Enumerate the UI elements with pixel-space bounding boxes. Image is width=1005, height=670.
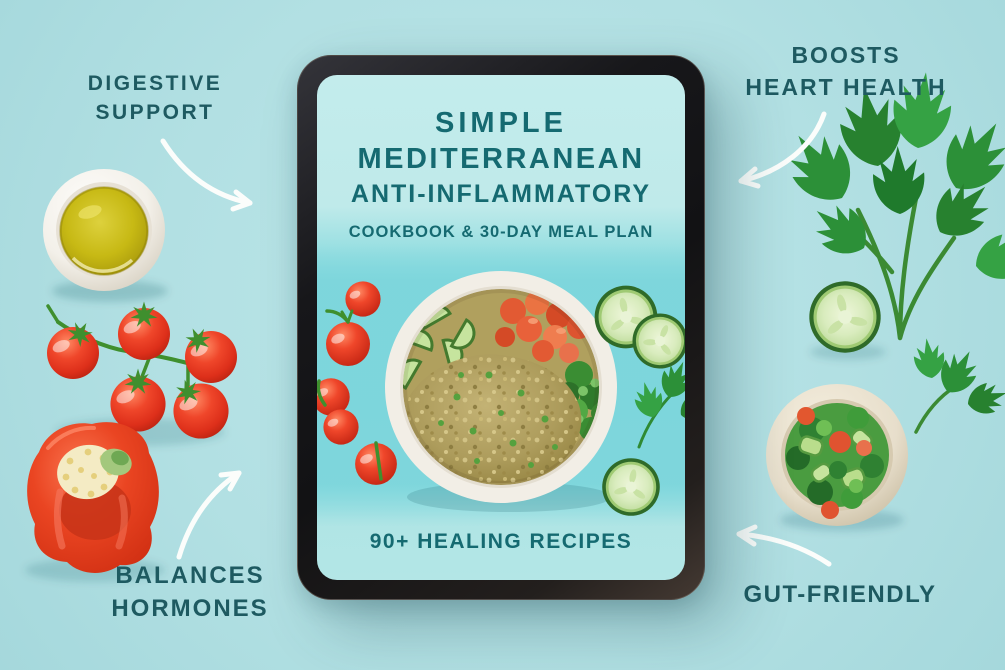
callout-gut-friendly: GUT-FRIENDLY — [743, 581, 937, 608]
hormones-arrow-icon — [176, 470, 242, 560]
cover-title-line-3: ANTI-INFLAMMATORY — [350, 180, 652, 209]
olive-oil-dish — [43, 169, 168, 302]
parsley-sprig — [911, 336, 1005, 434]
cover-title-block: SIMPLE MEDITERRANEAN ANTI-INFLAMMATORY C… — [317, 75, 685, 242]
cover-title-line-1: SIMPLE — [435, 107, 567, 139]
cover-footer: 90+ HEALING RECIPES — [369, 530, 633, 553]
parsley-bunch — [774, 69, 1005, 341]
callout-boosts-heart-health: BOOSTS HEART HEALTH — [745, 42, 947, 100]
red-bell-pepper-half — [25, 422, 165, 582]
tablet-device: SIMPLE MEDITERRANEAN ANTI-INFLAMMATORY C… — [297, 55, 705, 600]
gut-arrow-icon — [736, 524, 832, 567]
cover-parsley-sprig — [631, 356, 685, 449]
heart-arrow-icon — [738, 111, 827, 189]
cover-food-photo — [317, 243, 685, 527]
cucumber-slice — [801, 273, 889, 361]
callout-digestive-support: DIGESTIVE SUPPORT — [87, 72, 223, 124]
cookbook-cover: SIMPLE MEDITERRANEAN ANTI-INFLAMMATORY C… — [317, 75, 685, 580]
grain-veggie-bowl — [385, 271, 617, 503]
cover-subtitle: COOKBOOK & 30-DAY MEAL PLAN — [348, 222, 654, 241]
cover-title-line-2: MEDITERRANEAN — [357, 143, 645, 176]
digestive-arrow-icon — [160, 138, 253, 212]
salad-bowl — [766, 384, 908, 531]
callout-balances-hormones: BALANCES HORMONES — [111, 562, 269, 623]
cherry-tomatoes — [317, 281, 397, 485]
